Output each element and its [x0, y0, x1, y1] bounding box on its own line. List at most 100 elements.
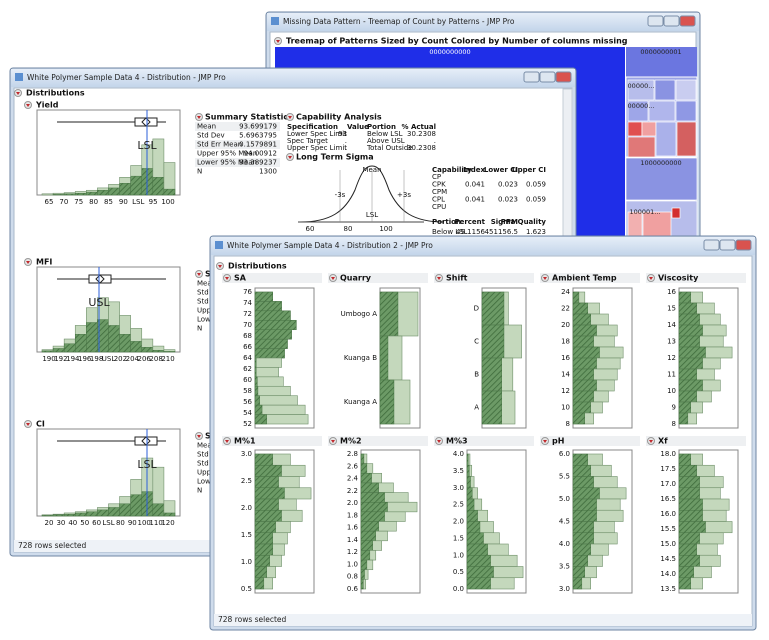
minimize-button[interactable] — [647, 15, 664, 27]
axis-tick-label: 30 — [56, 519, 65, 527]
table-cell: 0.059 — [526, 196, 546, 204]
close-button[interactable] — [679, 15, 696, 27]
table-cell: 1300 — [259, 168, 277, 176]
table-cell: 94.00912 — [244, 150, 277, 158]
selected-bar — [678, 335, 700, 348]
minimize-button[interactable] — [523, 71, 540, 83]
report-title: Yield — [35, 101, 59, 110]
panel-header — [434, 273, 534, 283]
axis-tick-label: 64 — [243, 354, 252, 362]
minimize-button[interactable] — [703, 239, 720, 251]
axis-tick-label: 54 — [243, 409, 252, 417]
axis-tick-label: 3.5 — [559, 563, 570, 571]
axis-tick-label: 68 — [243, 332, 252, 340]
selected-bar — [119, 182, 131, 196]
selected-bar — [360, 521, 379, 532]
axis-tick-label: 14.0 — [660, 570, 676, 578]
selected-bar — [481, 390, 502, 425]
maximize-button[interactable] — [719, 239, 736, 251]
axis-tick-label: 85 — [104, 198, 113, 206]
selected-bar — [572, 291, 580, 304]
axis-tick-label: 18.0 — [660, 450, 676, 458]
disclosure-icon — [26, 104, 30, 107]
table-header: Specification — [287, 123, 338, 131]
axis-tick-label: 16.5 — [660, 495, 676, 503]
axis-tick-label: 12 — [561, 387, 570, 395]
axis-tick-label: Kuanga B — [344, 354, 377, 362]
selected-bar — [254, 532, 273, 545]
spec-limit-label: LSL — [137, 139, 157, 152]
maximize-button[interactable] — [663, 15, 680, 27]
disclosure-icon — [288, 156, 292, 159]
treemap-cell — [627, 121, 643, 137]
selected-bar — [75, 334, 87, 353]
table-cell: 0.059 — [526, 181, 546, 189]
selected-bar — [254, 414, 268, 425]
axis-tick-label: 17.5 — [660, 465, 676, 473]
axis-tick-label: 13 — [667, 338, 676, 346]
selected-bar — [678, 291, 692, 304]
table-cell: Lower Spec Limit — [287, 130, 347, 138]
table-row — [195, 131, 280, 140]
table-cell: Spec Target — [287, 137, 328, 145]
selected-bar — [572, 313, 591, 326]
axis-tick-label: 16.0 — [660, 510, 676, 518]
section-title: Distributions — [228, 262, 287, 271]
axis-tick-label: 12 — [667, 354, 676, 362]
selected-bar — [379, 335, 389, 381]
axis-tick-label: 8 — [566, 420, 570, 428]
axis-tick-label: 1.0 — [241, 558, 252, 566]
selected-bar — [163, 351, 176, 353]
axis-tick-label: 3.5 — [453, 467, 464, 475]
selected-bar — [572, 521, 594, 533]
panel-header — [222, 273, 322, 283]
table-cell: 93.699179 — [239, 123, 277, 131]
close-button[interactable] — [555, 71, 572, 83]
selected-bar — [572, 487, 600, 500]
axis-tick-label: 2.5 — [453, 501, 464, 509]
treemap-cell — [676, 121, 697, 157]
selected-bar — [52, 348, 65, 353]
window-title: Missing Data Pattern - Treemap of Count … — [283, 17, 515, 26]
selected-bar — [41, 515, 54, 517]
table-cell: Std Dev — [197, 132, 225, 140]
axis-tick-label: 198 — [90, 355, 103, 363]
selected-bar — [163, 512, 176, 517]
selected-bar — [152, 177, 165, 196]
selected-bar — [678, 412, 689, 425]
histogram-bar — [254, 385, 291, 397]
table-cell: 0.041 — [465, 196, 485, 204]
axis-tick-label: C — [474, 338, 479, 346]
histogram-bar — [254, 404, 306, 415]
panel-title: SA — [234, 274, 247, 283]
disclosure-icon — [218, 265, 222, 268]
axis-tick-label: 16 — [561, 354, 570, 362]
axis-tick-label: 3.0 — [453, 484, 464, 492]
maximize-button[interactable] — [539, 71, 556, 83]
selected-bar — [360, 473, 372, 484]
selected-bar — [466, 543, 488, 556]
disclosure-icon — [437, 277, 441, 280]
selected-bar — [130, 341, 142, 353]
axis-tick-label: 22 — [561, 305, 570, 313]
selected-bar — [254, 498, 279, 511]
axis-tick-label: 1.6 — [347, 524, 359, 532]
table-row — [195, 122, 280, 131]
box — [88, 274, 112, 284]
panel-title: Capability Analysis — [296, 113, 382, 122]
disclosure-icon — [543, 440, 547, 443]
selected-bar — [41, 350, 54, 353]
selected-bar — [678, 379, 703, 392]
axis-tick-label: B — [474, 371, 479, 379]
selected-bar — [678, 555, 700, 567]
table-header: Lower CI — [484, 166, 518, 174]
status-text: 728 rows selected — [18, 541, 87, 550]
axis-tick-label: 1.0 — [453, 551, 464, 559]
status-bar — [214, 614, 752, 626]
table-row — [195, 149, 280, 158]
close-button[interactable] — [735, 239, 752, 251]
axis-tick-label: 10 — [561, 404, 570, 412]
selected-bar — [254, 367, 257, 378]
axis-tick-label: 72 — [243, 310, 252, 318]
treemap-cell — [626, 47, 697, 77]
